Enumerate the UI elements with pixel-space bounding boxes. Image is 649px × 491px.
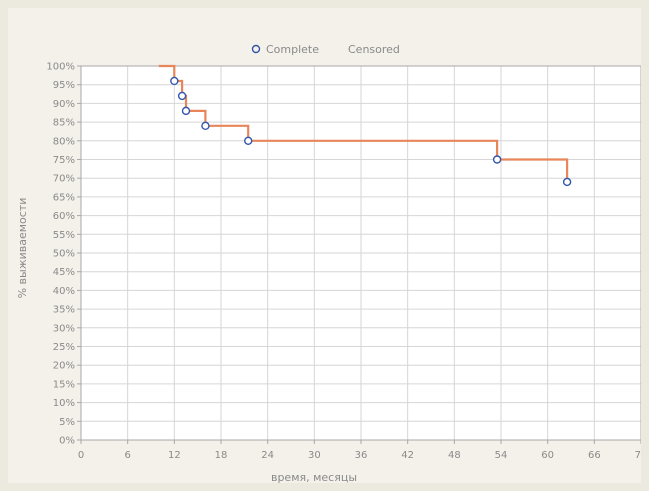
complete-event-marker — [562, 177, 572, 187]
y-tick-label: 75% — [53, 155, 75, 166]
chart-figure: 0% 5% 10% 15% 20% 25% 30% 35% 40% 45% 50% 55% 60% 65%… — [8, 8, 641, 483]
complete-markers — [170, 76, 572, 187]
legend-complete-marker — [251, 44, 261, 54]
complete-event-marker — [244, 136, 253, 146]
legend-complete-label: Complete — [266, 43, 319, 56]
legend: Complete Censored — [251, 43, 400, 56]
x-tick-label: 60 — [541, 450, 554, 461]
survival-chart: 0% 5% 10% 15% 20% 25% 30% 35% 40% 45% 50% 55% 60% 65%… — [16, 43, 641, 483]
y-tick-label: 15% — [53, 379, 75, 390]
y-axis-title: % выживаемости — [16, 198, 29, 299]
y-tick-label: 45% — [53, 267, 75, 278]
y-tick-label: 20% — [53, 361, 75, 372]
plot-frame — [80, 65, 641, 441]
x-tick-label: 48 — [448, 450, 461, 461]
x-tick-label: 36 — [355, 450, 368, 461]
complete-event-marker — [492, 155, 502, 164]
x-tick-label: 42 — [401, 450, 414, 461]
y-tick-label: 50% — [53, 249, 75, 260]
y-tick-label: 10% — [53, 398, 75, 409]
x-tick-label: 12 — [168, 450, 181, 461]
complete-event-marker — [181, 106, 191, 116]
y-tick-label: 85% — [53, 118, 75, 129]
x-axis-title: время, месяцы — [271, 471, 357, 483]
y-tick-label: 70% — [53, 174, 75, 185]
y-tick-label: 60% — [53, 211, 75, 222]
x-tick-label: 54 — [495, 450, 508, 461]
x-tick-label: 66 — [588, 450, 601, 461]
y-axis-ticks: 0% 5% 10% 15% 20% 25% 30% 35% 40% 45% 50% 55% 60% 65%… — [46, 62, 81, 447]
x-tick-label: 72 — [635, 450, 641, 461]
complete-event-marker — [177, 91, 187, 101]
x-tick-label: 24 — [261, 450, 274, 461]
y-tick-label: 30% — [53, 323, 75, 334]
y-tick-label: 80% — [53, 136, 75, 147]
x-tick-label: 30 — [308, 450, 321, 461]
y-tick-label: 90% — [53, 99, 75, 110]
x-axis-ticks: 0 6 12 18 24 30 36 42 48 54 60 66 72 — [78, 440, 641, 461]
y-tick-label: 25% — [53, 342, 75, 353]
y-tick-label: 35% — [53, 305, 75, 316]
y-tick-label: 95% — [53, 80, 75, 91]
legend-censored-label: Censored — [348, 43, 400, 56]
complete-event-marker — [170, 76, 179, 86]
grid — [81, 66, 641, 440]
x-tick-label: 18 — [215, 450, 228, 461]
y-tick-label: 65% — [53, 192, 75, 203]
y-tick-label: 40% — [53, 286, 75, 297]
x-tick-label: 0 — [78, 450, 84, 461]
y-tick-label: 55% — [53, 230, 75, 241]
y-tick-label: 100% — [46, 62, 75, 73]
y-tick-label: 0% — [59, 436, 75, 447]
x-tick-label: 6 — [124, 450, 130, 461]
y-tick-label: 5% — [59, 417, 75, 428]
complete-event-marker — [201, 121, 210, 131]
